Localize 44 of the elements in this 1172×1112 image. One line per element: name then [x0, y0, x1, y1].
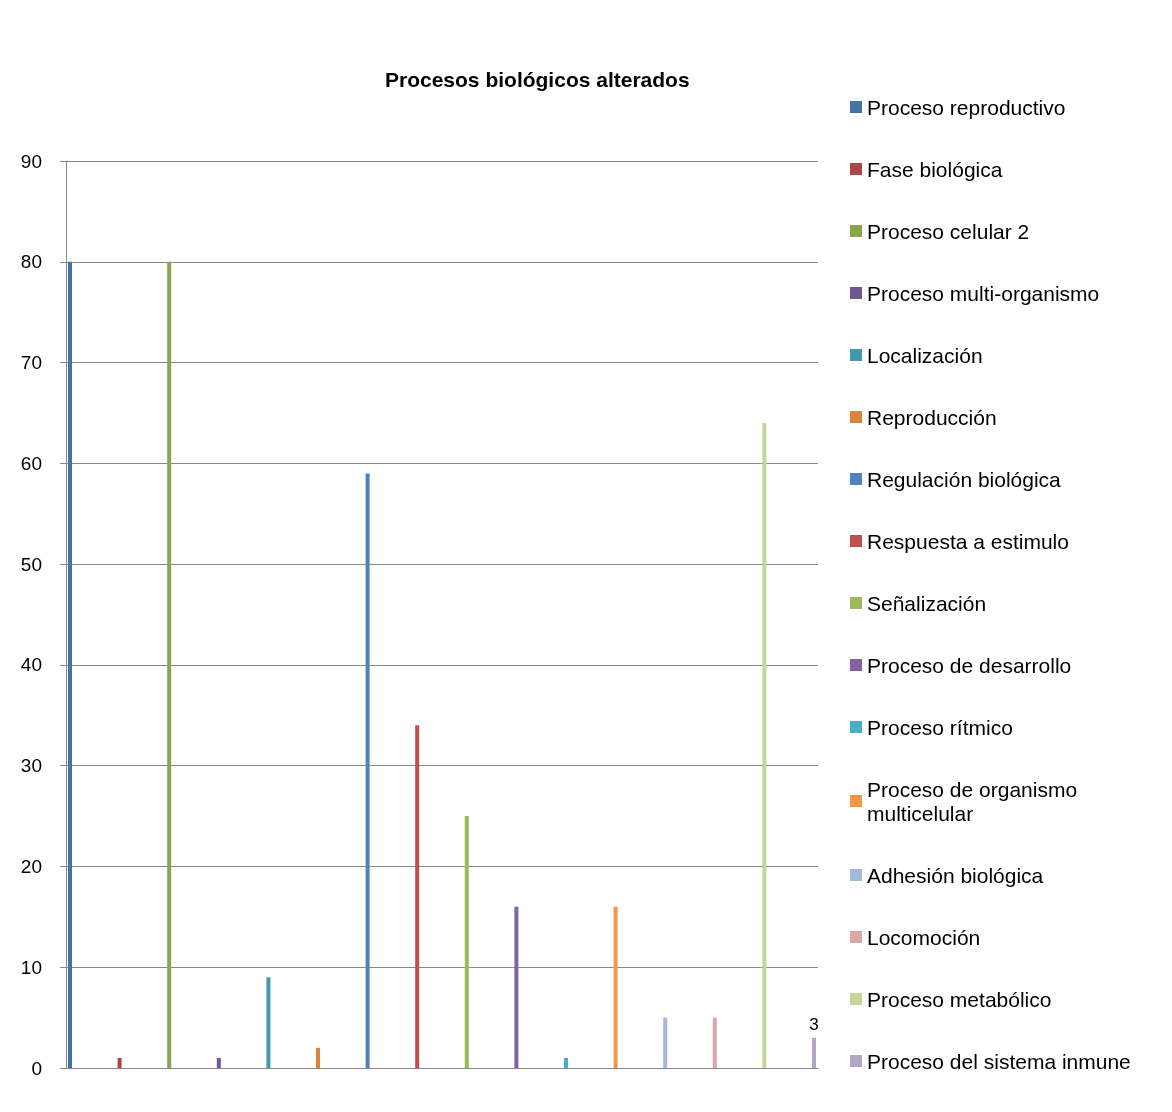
bar [464, 816, 469, 1068]
legend-label: Localización [867, 343, 983, 367]
bar [68, 261, 72, 1068]
bar [365, 473, 370, 1068]
legend-label: Proceso metabólico [867, 987, 1052, 1011]
bar [514, 906, 519, 1068]
legend-label: Respuesta a estimulo [867, 529, 1069, 553]
bar [812, 1037, 816, 1068]
legend-label: Locomoción [867, 925, 981, 949]
bar [216, 1057, 221, 1068]
y-tick-label: 40 [20, 654, 42, 676]
legend-label: Proceso del sistema inmune [867, 1049, 1131, 1073]
bar [167, 261, 172, 1068]
y-tick-label: 60 [20, 452, 42, 474]
y-tick-label: 50 [20, 553, 42, 575]
legend-label: Regulación biológica [867, 467, 1062, 491]
bar [266, 977, 271, 1068]
legend-label: Reproducción [867, 405, 997, 429]
legend-label: Proceso multi-organismo [867, 281, 1100, 305]
legend-label: Proceso reproductivo [867, 95, 1066, 119]
bar [663, 1017, 668, 1068]
y-tick-label: 0 [31, 1057, 42, 1079]
legend-label: Proceso celular 2 [867, 219, 1030, 243]
bar [564, 1057, 568, 1068]
bar [117, 1057, 122, 1068]
bar [316, 1047, 320, 1068]
bar [415, 725, 420, 1068]
legend-label: Proceso de organismo multicelular [867, 777, 1083, 825]
y-tick-label: 80 [20, 251, 42, 273]
y-tick-label: 20 [20, 855, 42, 877]
y-tick-label: 90 [20, 150, 42, 172]
chart-title: Procesos biológicos alterados [385, 68, 690, 91]
legend-label: Proceso rítmico [867, 715, 1013, 739]
y-tick-label: 70 [20, 352, 42, 374]
bar [613, 906, 618, 1068]
legend-label: Señalización [867, 591, 987, 615]
y-tick-label: 10 [20, 956, 42, 978]
bar [762, 423, 767, 1068]
bar [712, 1017, 717, 1068]
legend-label: Proceso de desarrollo [867, 653, 1072, 677]
y-tick-label: 30 [20, 755, 42, 777]
data-label: 3 [809, 1014, 819, 1034]
legend-label: Adhesión biológica [867, 863, 1044, 887]
legend-label: Fase biológica [867, 157, 1003, 181]
